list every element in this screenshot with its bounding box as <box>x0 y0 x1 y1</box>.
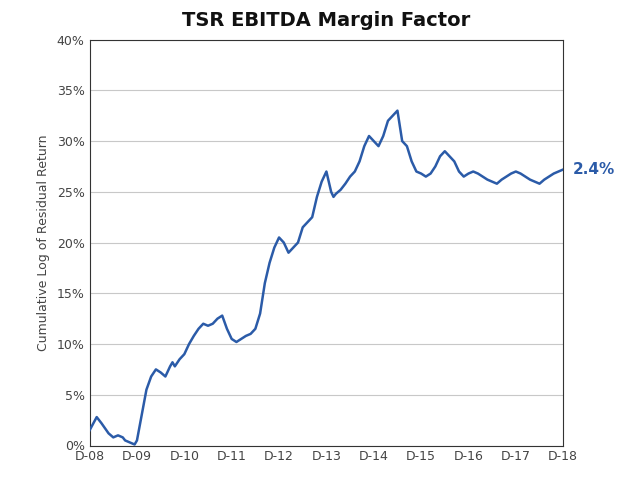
Y-axis label: Cumulative Log of Residual Return: Cumulative Log of Residual Return <box>37 134 50 351</box>
Text: 2.4%: 2.4% <box>573 162 615 177</box>
Title: TSR EBITDA Margin Factor: TSR EBITDA Margin Factor <box>182 11 470 30</box>
